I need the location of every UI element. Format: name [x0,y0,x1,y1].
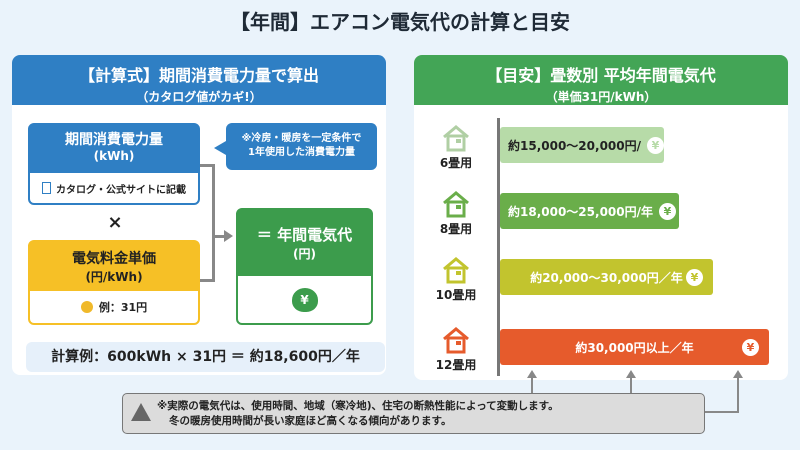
formula-title: 【計算式】期間消費電力量で算出 [78,66,319,85]
room-size-label: 10畳用 [435,288,477,302]
arrow-up-icon [733,370,743,378]
result-unit: (円) [293,247,316,261]
house-icon [441,255,471,285]
yen-icon: ¥ [742,338,759,356]
price-title: 電気料金単価 [72,251,156,267]
estimate-bar: 約18,000〜25,000円/年 ¥ [500,193,679,229]
connector [630,378,632,394]
formula-subtitle: （カタログ値がカギ!） [136,90,262,104]
estimate-value: 約30,000円以上／年 [575,340,694,355]
result-title: ＝ 年間電気代 [256,226,353,244]
connector [212,164,215,282]
callout-line: 1年使用した消費電力量 [248,147,355,158]
room-size-label: 6畳用 [439,156,473,170]
callout: ※冷房・暖房を一定条件で 1年使用した消費電力量 [226,123,377,170]
coins-icon [80,301,93,313]
estimate-bar: 約15,000〜20,000円/ ¥ [500,127,664,163]
warning-line: ※実際の電気代は、使用時間、地域（寒冷地)、住宅の断熱性能によって変動します。 [157,400,559,412]
price-note: 例：31円 [98,301,148,314]
axis-line [497,118,500,376]
connector [200,279,214,282]
kwh-title: 期間消費電力量 [65,132,163,148]
kwh-unit: (kWh) [93,149,135,163]
formula-header: 【計算式】期間消費電力量で算出 （カタログ値がカギ!） [12,55,386,105]
house-icon [441,189,471,219]
connector [705,411,739,413]
estimate-value: 約18,000〜25,000円/年 [508,204,653,219]
times-sign: × [107,212,123,233]
yen-icon: ¥ [647,136,664,154]
room-size-label: 8畳用 [439,222,473,236]
estimate-title: 【目安】畳数別 平均年間電気代 [486,66,716,85]
result-box: ＝ 年間電気代 (円) ¥ [236,208,373,325]
estimate-header: 【目安】畳数別 平均年間電気代 （単価31円/kWh） [414,55,788,105]
money-bag-icon: ¥ [291,287,318,312]
warning-box: ※実際の電気代は、使用時間、地域（寒冷地)、住宅の断熱性能によって変動します。 … [122,393,705,434]
page-title: 【年間】エアコン電気代の計算と目安 [230,10,570,34]
yen-icon: ¥ [659,202,676,220]
calculation-example: 計算例：600kWh × 31円 ＝ 約18,600円／年 [26,342,385,372]
connector [212,235,226,238]
estimate-bar: 約30,000円以上／年 ¥ [500,329,769,365]
room-size-label: 12畳用 [435,358,477,372]
arrow-right-icon [224,230,233,242]
house-icon [441,325,471,355]
estimate-value: 約15,000〜20,000円/ [508,138,641,153]
yen-icon: ¥ [686,268,703,286]
warning-line: 冬の暖房使用時間が長い家庭ほど高くなる傾向があります。 [169,415,452,427]
connector [737,378,739,412]
document-icon [42,182,51,194]
house-icon [441,123,471,153]
estimate-bar: 約20,000〜30,000円／年 ¥ [500,259,713,295]
connector [531,378,533,394]
kwh-note: カタログ・公式サイトに記載 [56,184,186,196]
callout-line: ※冷房・暖房を一定条件で [241,133,362,144]
callout-pointer [214,141,226,155]
kwh-box: 期間消費電力量 (kWh) カタログ・公式サイトに記載 [28,123,200,205]
estimate-subtitle: （単価31円/kWh） [545,90,657,104]
arrow-up-icon [626,370,636,378]
connector [200,164,214,167]
estimate-value: 約20,000〜30,000円／年 [530,270,683,285]
price-unit: (円/kWh) [85,270,143,284]
arrow-up-icon [527,370,537,378]
price-box: 電気料金単価 (円/kWh) 例：31円 [28,240,200,325]
warning-icon [131,403,151,421]
